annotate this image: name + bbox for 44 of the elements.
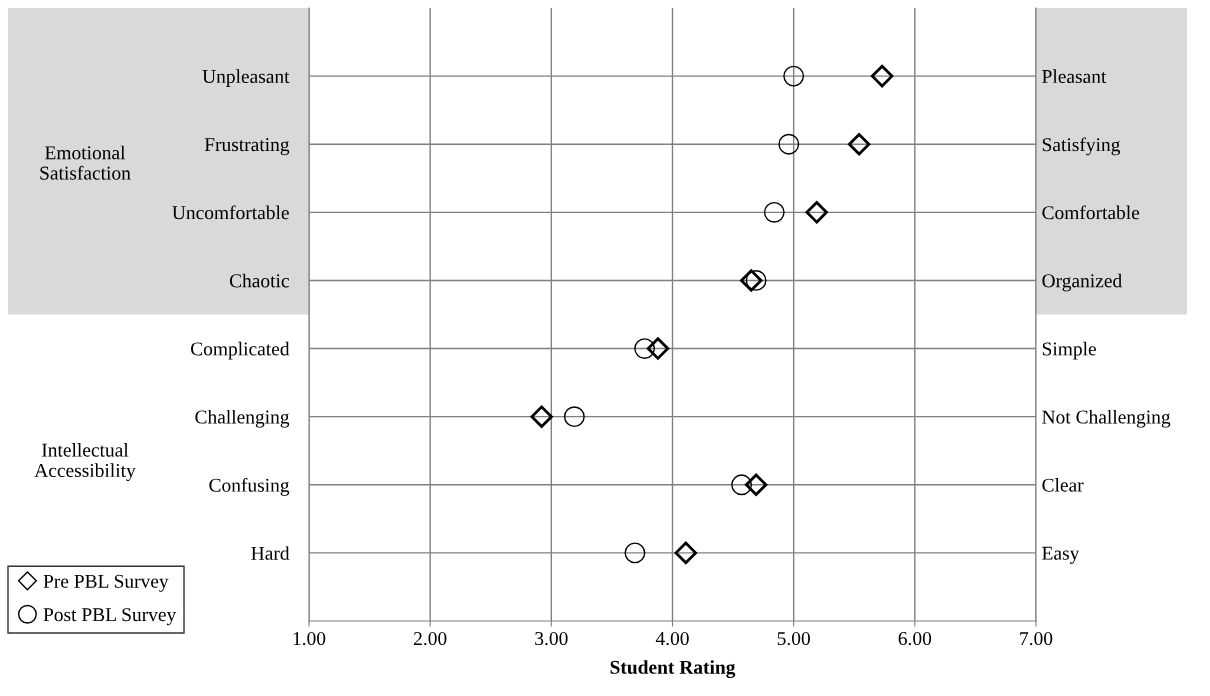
y-tick-label: Confusing — [209, 477, 290, 496]
y2-tick-label: Simple — [1042, 341, 1096, 360]
x-tick-label: 2.00 — [414, 631, 447, 646]
y2-tick-label: Easy — [1042, 546, 1080, 564]
y2-tick-label: Not Challenging — [1042, 409, 1171, 428]
point — [745, 270, 767, 291]
x-tick-label: 5.00 — [777, 631, 810, 646]
point — [731, 474, 752, 496]
y2-tick-label: Comfortable — [1042, 205, 1140, 220]
point — [847, 133, 871, 156]
band-label: Emotional Satisfaction — [40, 145, 131, 180]
point — [563, 406, 585, 428]
legend-label: Post PBL Survey — [43, 608, 177, 626]
point — [778, 133, 800, 155]
y-tick-label: Frustrating — [204, 138, 290, 156]
point — [646, 337, 670, 360]
point — [763, 201, 785, 223]
point — [783, 65, 805, 87]
x-tick-label: 7.00 — [1020, 631, 1053, 646]
point — [624, 542, 646, 564]
text: Intellectual Accessibility — [34, 442, 136, 482]
y2-tick-label: Satisfying — [1042, 137, 1121, 156]
x-tick-label: 1.00 — [293, 631, 326, 646]
legend-label: Pre PBL Survey — [43, 574, 169, 592]
x-tick-label: 3.00 — [535, 631, 568, 646]
point — [674, 541, 698, 565]
y-tick-label: Chaotic — [229, 273, 289, 288]
x-axis-title: Student Rating — [610, 660, 736, 678]
y2-tick-label: Clear — [1042, 478, 1084, 492]
y-tick-label: Hard — [251, 546, 290, 560]
y-tick-label: Complicated — [190, 341, 290, 360]
point — [530, 405, 553, 428]
point — [805, 201, 828, 224]
point — [870, 64, 894, 88]
point — [740, 269, 763, 292]
point — [744, 473, 768, 496]
y-tick-label: Uncomfortable — [172, 205, 289, 220]
y2-tick-label: Pleasant — [1042, 69, 1107, 84]
x-tick-label: 4.00 — [655, 631, 689, 646]
x-tick-label: 6.00 — [898, 631, 932, 646]
y-tick-label: Unpleasant — [202, 69, 290, 87]
y-tick-label: Challenging — [195, 409, 290, 428]
y2-tick-label: Organized — [1042, 273, 1122, 292]
point — [634, 338, 656, 359]
